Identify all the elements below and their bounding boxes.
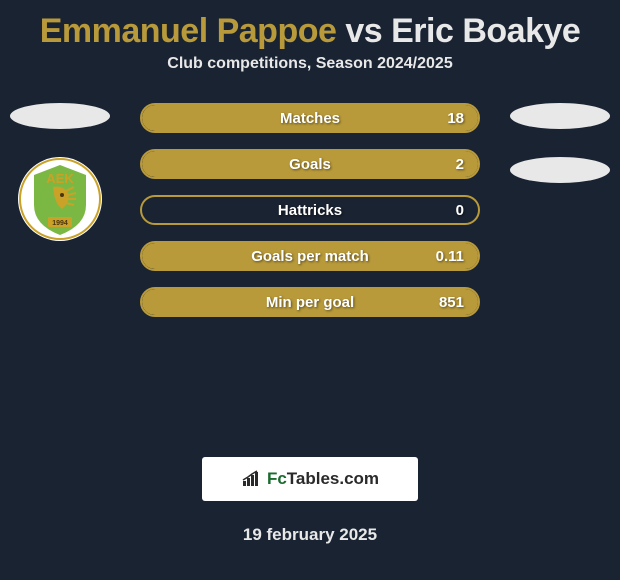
svg-text:AEK: AEK xyxy=(46,171,74,186)
stat-label: Goals xyxy=(289,156,331,173)
brand-suffix: Tables.com xyxy=(287,469,379,488)
stat-value: 851 xyxy=(439,294,464,311)
stat-value: 2 xyxy=(456,156,464,173)
player2-name: Eric Boakye xyxy=(391,12,580,50)
aek-logo-icon: AEK 1994 xyxy=(18,157,102,241)
right-player-column xyxy=(510,103,610,211)
stat-bar: Goals per match 0.11 xyxy=(140,241,480,271)
stat-bar: Hattricks 0 xyxy=(140,195,480,225)
player-ellipse-icon xyxy=(510,103,610,129)
date-text: 19 february 2025 xyxy=(0,525,620,545)
stat-value: 0.11 xyxy=(436,248,464,265)
comparison-title: Emmanuel Pappoe vs Eric Boakye xyxy=(0,0,620,55)
brand-text: FcTables.com xyxy=(267,469,379,489)
chart-icon xyxy=(241,470,263,488)
stat-bar: Matches 18 xyxy=(140,103,480,133)
stat-value: 0 xyxy=(456,202,464,219)
stat-label: Hattricks xyxy=(278,202,342,219)
brand-box[interactable]: FcTables.com xyxy=(202,457,418,501)
brand-prefix: Fc xyxy=(267,469,287,488)
club-logo-left: AEK 1994 xyxy=(18,157,102,241)
left-player-column: AEK 1994 xyxy=(10,103,110,241)
player1-name: Emmanuel Pappoe xyxy=(40,12,337,50)
stat-label: Min per goal xyxy=(266,294,354,311)
stat-bars: Matches 18 Goals 2 Hattricks 0 Goals per match… xyxy=(140,103,480,317)
stats-content: AEK 1994 Matches 18 Goals 2 Hattricks 0 Goals … xyxy=(0,103,620,443)
stat-bar: Goals 2 xyxy=(140,149,480,179)
stat-label: Goals per match xyxy=(251,248,369,265)
stat-label: Matches xyxy=(280,110,340,127)
svg-text:1994: 1994 xyxy=(52,220,68,227)
player-ellipse-icon xyxy=(10,103,110,129)
subtitle: Club competitions, Season 2024/2025 xyxy=(0,55,620,73)
stat-value: 18 xyxy=(447,110,464,127)
player-ellipse-icon xyxy=(510,157,610,183)
stat-bar: Min per goal 851 xyxy=(140,287,480,317)
vs-text: vs xyxy=(336,12,391,50)
